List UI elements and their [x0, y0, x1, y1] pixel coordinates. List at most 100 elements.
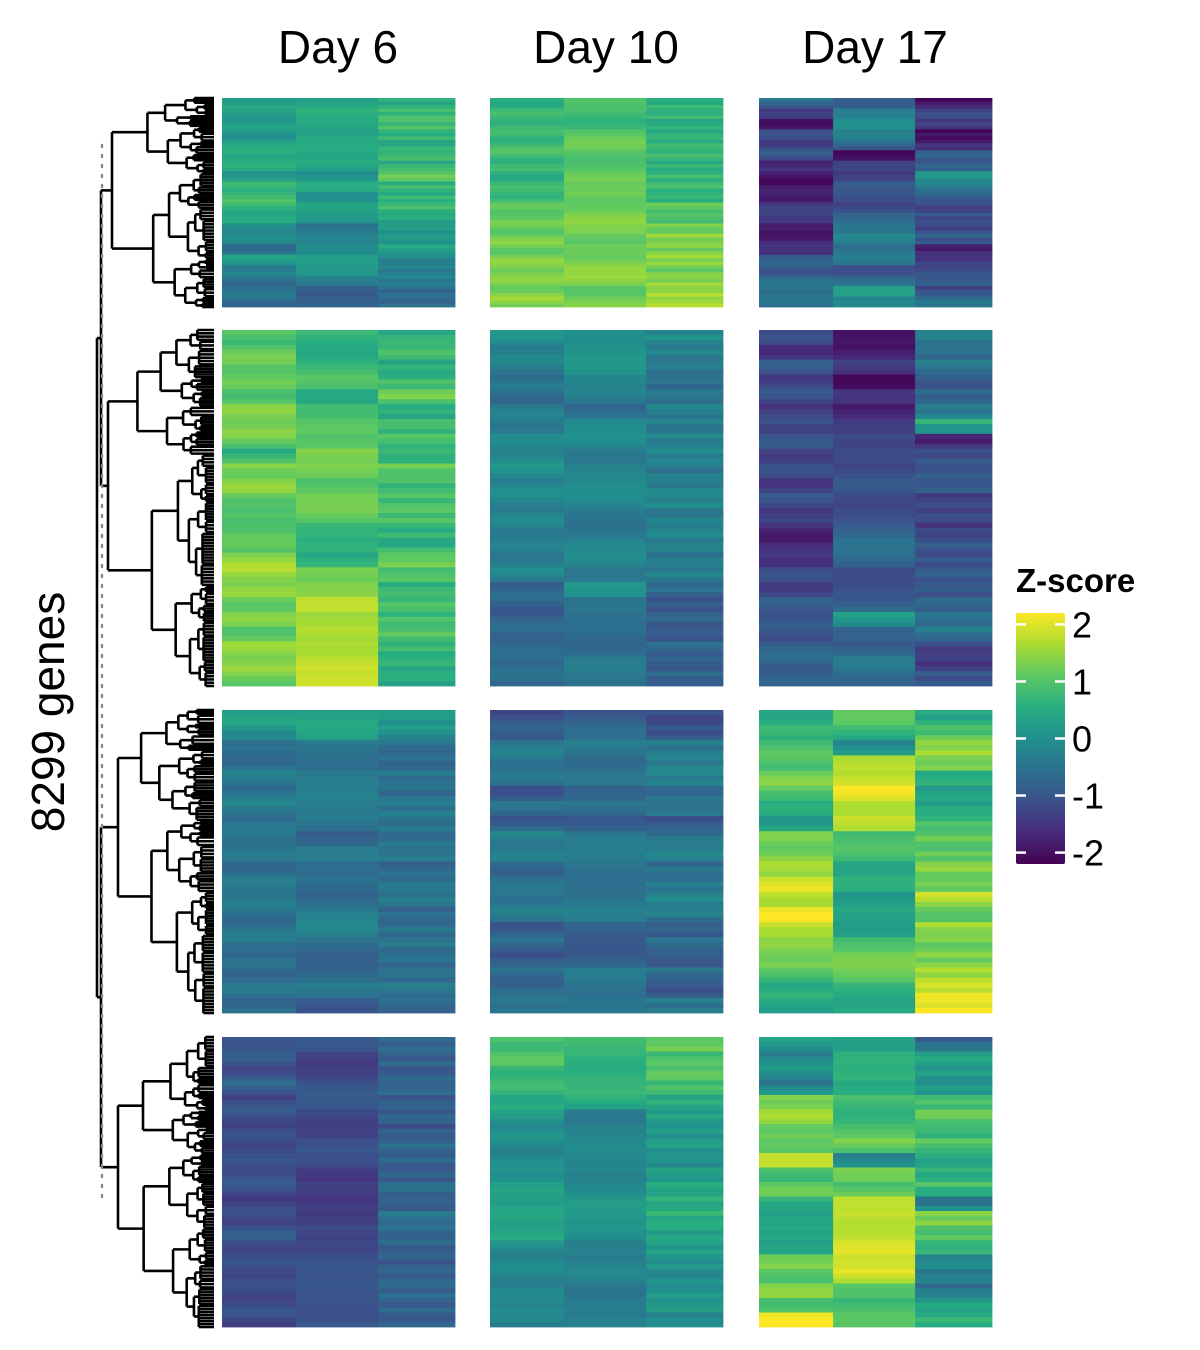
heatmap-cell [378, 597, 456, 603]
heatmap-cell [564, 735, 647, 741]
heatmap-cell [915, 626, 993, 633]
heatmap-cell [759, 1269, 834, 1275]
heatmap-cell [646, 891, 724, 898]
heatmap-cell [564, 389, 647, 395]
heatmap-cell [646, 621, 724, 628]
heatmap-cell [915, 339, 993, 346]
heatmap-cell [759, 532, 834, 539]
heatmap-cell [915, 209, 993, 214]
heatmap-cell [564, 448, 647, 455]
heatmap-cell [759, 129, 834, 134]
heatmap-cell [222, 626, 297, 633]
panel-cluster4-day6 [222, 1037, 456, 1328]
heatmap-cell [296, 1143, 379, 1149]
heatmap-cell [564, 272, 647, 277]
heatmap-cell [490, 265, 565, 270]
heatmap-cell [564, 132, 647, 137]
heatmap-cell [490, 118, 565, 123]
heatmap-cell [222, 856, 297, 862]
heatmap-cell [646, 394, 724, 400]
heatmap-cell [296, 195, 379, 200]
heatmap-cell [564, 349, 647, 356]
heatmap-cell [378, 1138, 456, 1144]
heatmap-cell [759, 1273, 834, 1280]
heatmap-cell [222, 458, 297, 464]
heatmap-cell [222, 836, 297, 842]
heatmap-cell [759, 428, 834, 435]
heatmap-cell [915, 582, 993, 588]
heatmap-cell [296, 164, 379, 169]
heatmap-cell [915, 125, 993, 130]
heatmap-cell [646, 881, 724, 888]
heatmap-cell [490, 409, 565, 415]
heatmap-cell [759, 666, 834, 672]
heatmap-cell [490, 1211, 565, 1217]
heatmap-cell [296, 1124, 379, 1130]
heatmap-cell [759, 601, 834, 608]
heatmap-cell [646, 537, 724, 544]
heatmap-cell [222, 522, 297, 529]
heatmap-cell [759, 1317, 834, 1323]
heatmap-cell [833, 1273, 916, 1280]
heatmap-cell [378, 646, 456, 652]
heatmap-cell [490, 891, 565, 898]
heatmap-cell [833, 104, 916, 109]
heatmap-cell [759, 296, 834, 301]
heatmap-cell [296, 836, 379, 842]
heatmap-cell [564, 821, 647, 827]
heatmap-cell [378, 901, 456, 908]
heatmap-cell [564, 275, 647, 280]
heatmap-cell [296, 1273, 379, 1280]
col-title-day6: Day 6 [278, 21, 398, 73]
heatmap-cell [490, 1051, 565, 1057]
heatmap-cell [564, 932, 647, 938]
heatmap-cell [646, 289, 724, 294]
heatmap-cell [490, 1230, 565, 1236]
heatmap-cell [296, 428, 379, 435]
legend-tick-label: 1 [1072, 661, 1092, 702]
heatmap-cell [378, 268, 456, 273]
heatmap-cell [759, 740, 834, 746]
heatmap-cell [296, 409, 379, 415]
heatmap-cell [378, 125, 456, 130]
heatmap-cell [646, 498, 724, 504]
heatmap-cell [833, 537, 916, 544]
heatmap-cell [759, 293, 834, 297]
heatmap-cell [833, 300, 916, 304]
heatmap-cell [833, 258, 916, 263]
heatmap-cell [646, 1099, 724, 1106]
heatmap-cell [222, 636, 297, 642]
heatmap-cell [915, 129, 993, 134]
heatmap-cell [833, 1312, 916, 1318]
heatmap-cell [759, 157, 834, 162]
heatmap-cell [296, 937, 379, 943]
heatmap-cell [564, 572, 647, 578]
heatmap-cell [759, 300, 834, 304]
heatmap-cell [296, 153, 379, 158]
heatmap-cell [222, 419, 297, 425]
heatmap-cell [222, 567, 297, 573]
heatmap-cell [564, 977, 647, 984]
heatmap-cell [222, 202, 297, 207]
colorbar [1016, 613, 1065, 864]
heatmap-cell [833, 856, 916, 862]
heatmap-cell [490, 952, 565, 958]
heatmap-cell [378, 587, 456, 593]
heatmap-cell [296, 423, 379, 430]
heatmap-cell [296, 977, 379, 984]
heatmap-cell [490, 666, 565, 672]
heatmap-cell [915, 226, 993, 231]
heatmap-cell [222, 735, 297, 741]
heatmap-cell [378, 947, 456, 953]
heatmap-cell [833, 1264, 916, 1270]
heatmap-cell [759, 199, 834, 203]
heatmap-cell [378, 886, 456, 893]
heatmap-cell [833, 517, 916, 524]
heatmap-cell [490, 1056, 565, 1062]
heatmap-cell [833, 171, 916, 176]
heatmap-cell [833, 1317, 916, 1323]
heatmap-cell [759, 1215, 834, 1222]
heatmap-cell [564, 443, 647, 450]
panel-cluster3-day6 [222, 710, 456, 1014]
heatmap-cell [490, 937, 565, 943]
